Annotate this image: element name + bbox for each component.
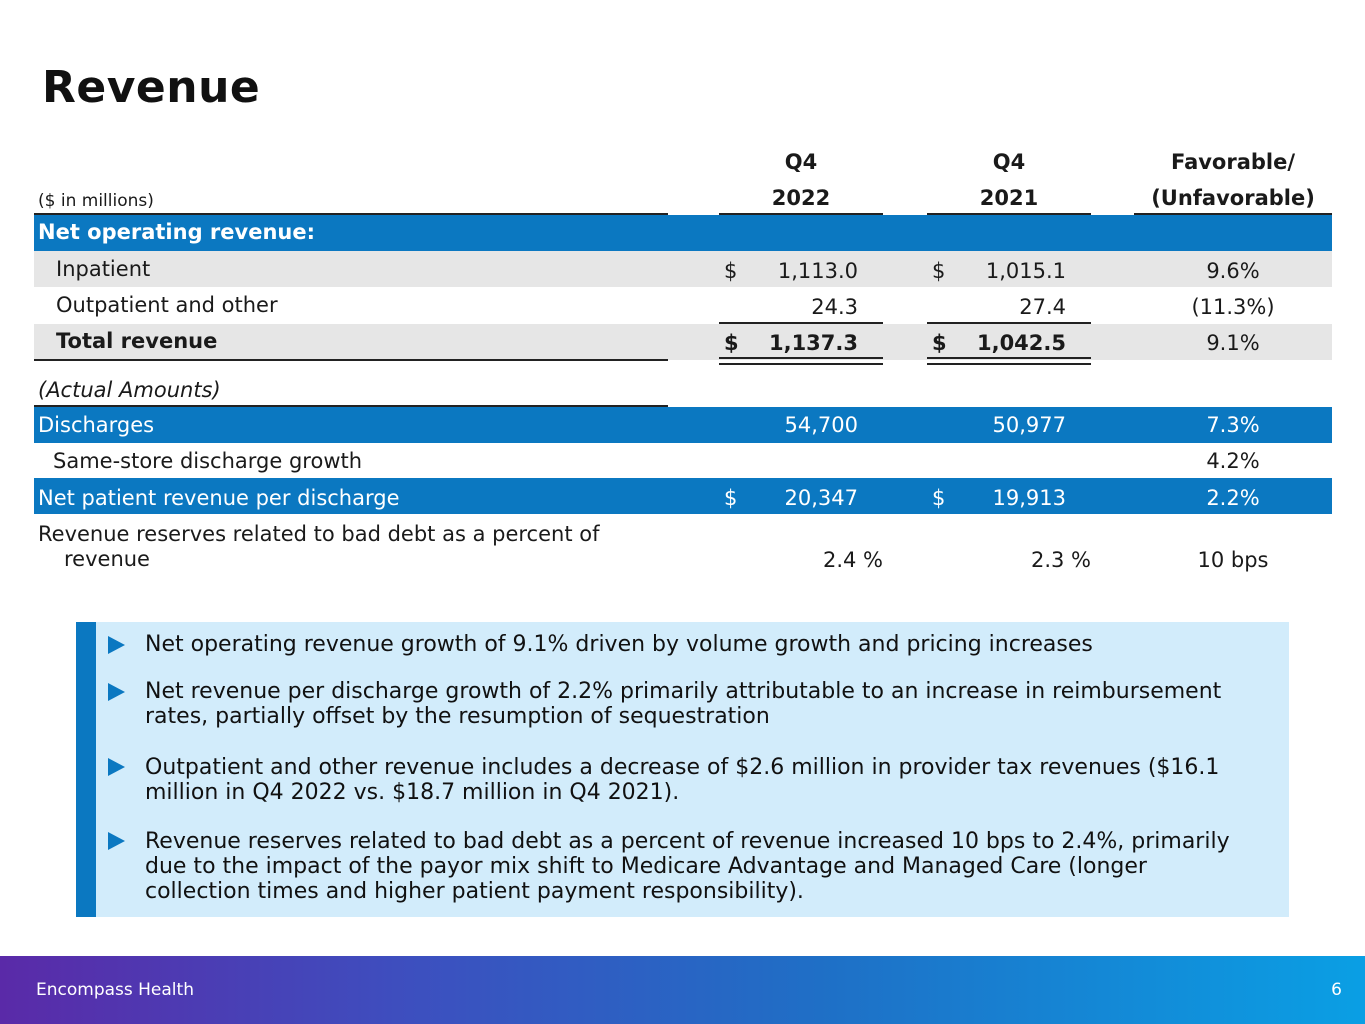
row-label-outpatient: Outpatient and other — [56, 293, 278, 317]
table-row-discharges — [34, 407, 1332, 443]
inpatient-2022-value: 1,113.0 — [777, 259, 858, 283]
total-rule — [34, 359, 668, 361]
bullet-text-3: Outpatient and other revenue includes a … — [145, 755, 1220, 805]
col-q4-2022-label: Q4 — [784, 150, 818, 174]
currency-symbol: $ — [932, 259, 946, 283]
total-2021-value: 1,042.5 — [976, 331, 1066, 355]
same-store-change-value: 4.2% — [1206, 449, 1260, 473]
row-label-npr: Net patient revenue per discharge — [38, 486, 400, 510]
header-rule — [719, 213, 883, 215]
col-favorable-label: Favorable/ — [1170, 150, 1296, 174]
bullet-text-2: Net revenue per discharge growth of 2.2%… — [145, 679, 1222, 729]
currency-symbol: $ — [932, 486, 946, 510]
double-underline — [927, 357, 1091, 365]
actual-rule — [34, 405, 668, 407]
section-header-band — [34, 215, 1332, 251]
inpatient-2021-value: 1,015.1 — [985, 259, 1066, 283]
row-label-same-store: Same-store discharge growth — [53, 449, 363, 473]
col-q4-2021-label: Q4 — [992, 150, 1026, 174]
actual-amounts-label: (Actual Amounts) — [38, 378, 221, 402]
row-label-reserves-line1: Revenue reserves related to bad debt as … — [38, 522, 600, 546]
bullet-arrow-icon — [108, 758, 125, 776]
footer-company: Encompass Health — [36, 980, 194, 1000]
table-row-total — [34, 324, 1332, 360]
reserves-change-value: 10 bps — [1197, 548, 1269, 572]
bullet-text-1: Net operating revenue growth of 9.1% dri… — [145, 632, 1093, 657]
col-year-2022-label: 2022 — [771, 186, 831, 210]
row-label-total: Total revenue — [56, 329, 218, 353]
row-label-inpatient: Inpatient — [56, 257, 151, 281]
bullet-arrow-icon — [108, 636, 125, 654]
outpatient-2021-value: 27.4 — [1019, 295, 1066, 319]
currency-symbol: $ — [724, 331, 739, 355]
currency-symbol: $ — [932, 331, 947, 355]
npr-change-value: 2.2% — [1206, 486, 1260, 510]
bullet-arrow-icon — [108, 832, 125, 850]
col-year-2021-label: 2021 — [979, 186, 1039, 210]
commentary-box — [76, 622, 1289, 917]
subtotal-rule — [719, 322, 883, 324]
commentary-accent-bar — [76, 622, 96, 917]
page-title: Revenue — [42, 62, 261, 113]
total-2022-value: 1,137.3 — [768, 331, 858, 355]
table-row-inpatient — [34, 251, 1332, 287]
units-label: ($ in millions) — [38, 191, 154, 211]
section-header: Net operating revenue: — [38, 220, 315, 244]
npr-2021-value: 19,913 — [992, 486, 1066, 510]
bullet-arrow-icon — [108, 683, 125, 701]
header-rule — [1134, 213, 1332, 215]
page-number: 6 — [1331, 980, 1342, 1000]
reserves-2021-value: 2.3 % — [1030, 548, 1091, 572]
footer-bar — [0, 956, 1365, 1024]
discharges-2021-value: 50,977 — [992, 413, 1066, 437]
inpatient-change-value: 9.6% — [1206, 259, 1260, 283]
row-label-reserves-line2: revenue — [64, 547, 150, 571]
subtotal-rule — [927, 322, 1091, 324]
row-label-discharges: Discharges — [38, 413, 155, 437]
npr-2022-value: 20,347 — [784, 486, 858, 510]
currency-symbol: $ — [724, 259, 738, 283]
discharges-change-value: 7.3% — [1206, 413, 1260, 437]
bullet-text-4: Revenue reserves related to bad debt as … — [145, 829, 1230, 904]
discharges-2022-value: 54,700 — [784, 413, 858, 437]
header-rule — [34, 213, 668, 215]
outpatient-2022-value: 24.3 — [811, 295, 858, 319]
header-rule — [927, 213, 1091, 215]
total-change-value: 9.1% — [1206, 331, 1260, 355]
col-unfavorable-label: (Unfavorable) — [1151, 186, 1315, 210]
reserves-2022-value: 2.4 % — [822, 548, 883, 572]
table-row-npr — [34, 478, 1332, 514]
outpatient-change-value: (11.3%) — [1191, 295, 1275, 319]
double-underline — [719, 357, 883, 365]
currency-symbol: $ — [724, 486, 738, 510]
